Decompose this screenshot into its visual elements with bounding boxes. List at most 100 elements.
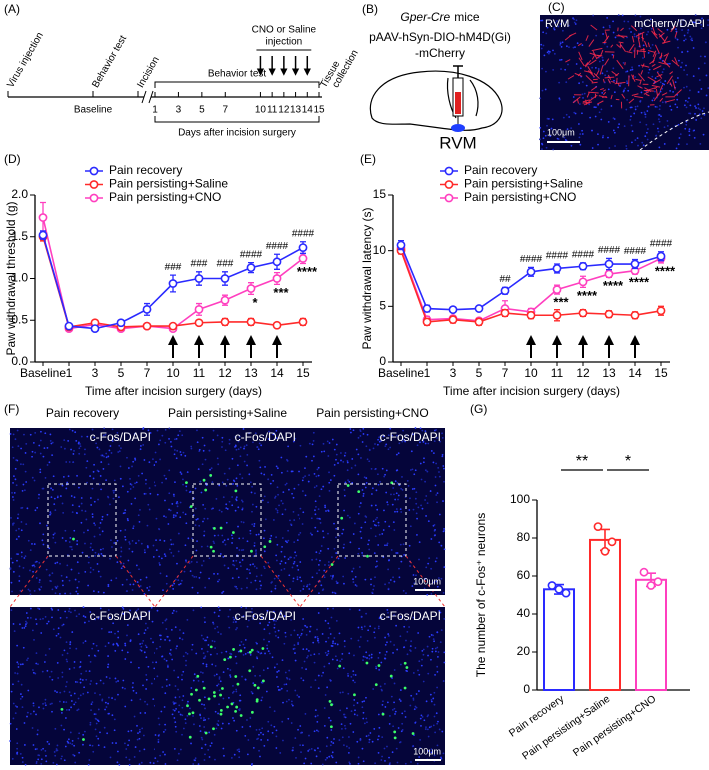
nucleus [152, 698, 155, 701]
nucleus [217, 534, 220, 537]
nucleus [94, 713, 97, 716]
nucleus [697, 67, 700, 70]
nucleus [12, 683, 14, 686]
nucleus [688, 130, 691, 133]
nucleus [156, 675, 159, 678]
nucleus [25, 443, 28, 445]
nucleus [229, 608, 231, 611]
nucleus [622, 90, 625, 93]
nucleus [69, 647, 71, 650]
nucleus [425, 495, 428, 497]
nucleus [258, 733, 260, 736]
nucleus [266, 739, 269, 741]
nucleus [92, 470, 95, 473]
nucleus [173, 582, 176, 585]
nucleus [591, 147, 594, 149]
nucleus [258, 728, 261, 731]
nucleus [434, 476, 437, 478]
nucleus [310, 762, 313, 765]
nucleus [128, 739, 131, 742]
mcherry-fiber [616, 59, 624, 70]
y-tick-label: 60 [517, 568, 531, 582]
nucleus [124, 644, 127, 647]
nucleus [546, 124, 548, 127]
nucleus [305, 455, 308, 458]
x-tick-label: 14 [270, 366, 284, 380]
nucleus [312, 455, 315, 458]
cfos-cell [389, 674, 393, 678]
nucleus [350, 710, 353, 713]
nucleus [254, 432, 257, 435]
nucleus [335, 580, 338, 583]
nucleus [658, 120, 661, 123]
nucleus [308, 474, 311, 477]
nucleus [12, 522, 15, 525]
nucleus [172, 609, 175, 612]
nucleus [377, 751, 380, 754]
nucleus [91, 701, 94, 704]
nucleus [335, 619, 338, 622]
nucleus [78, 732, 81, 735]
nucleus [390, 549, 393, 551]
nucleus [97, 591, 100, 593]
nucleus [427, 442, 430, 445]
nucleus [346, 469, 349, 472]
nucleus [107, 663, 110, 666]
nucleus [52, 761, 55, 764]
nucleus [362, 711, 365, 714]
nucleus [412, 616, 415, 619]
nucleus [425, 515, 427, 517]
nucleus [223, 754, 225, 757]
nucleus [432, 638, 435, 641]
nucleus [228, 500, 231, 503]
nucleus [46, 464, 49, 466]
nucleus [338, 739, 341, 741]
nucleus [326, 654, 328, 657]
nucleus [13, 475, 15, 477]
nucleus [686, 73, 689, 76]
nucleus [642, 57, 644, 59]
nucleus [157, 741, 160, 743]
nucleus [409, 704, 412, 707]
mcherry-fiber [643, 47, 646, 58]
data-point [64, 321, 74, 331]
micrograph [9, 427, 156, 596]
bracket [154, 81, 320, 88]
nucleus [32, 702, 35, 705]
nucleus [240, 606, 243, 609]
nucleus [17, 513, 20, 516]
nucleus [585, 84, 588, 87]
nucleus [182, 451, 185, 454]
nucleus [198, 448, 201, 451]
nucleus [539, 138, 541, 141]
nucleus [362, 655, 365, 658]
nucleus [51, 678, 54, 681]
nucleus [353, 522, 356, 525]
nucleus [307, 480, 310, 483]
nucleus [82, 606, 85, 609]
nucleus [228, 626, 231, 629]
nucleus [71, 548, 73, 551]
mcherry-fiber [632, 74, 634, 80]
nucleus [292, 511, 295, 513]
nucleus [128, 764, 131, 766]
nucleus [427, 750, 430, 752]
nucleus [313, 661, 316, 664]
nucleus [172, 555, 175, 557]
nucleus [139, 616, 142, 618]
nucleus [164, 728, 167, 731]
nucleus [63, 690, 66, 693]
nucleus [552, 69, 555, 71]
nucleus [316, 468, 319, 471]
nucleus [414, 721, 417, 724]
nucleus [374, 576, 376, 579]
nucleus [97, 470, 100, 473]
nucleus [598, 60, 601, 63]
nucleus [177, 550, 180, 553]
nucleus [107, 642, 110, 644]
nucleus [294, 437, 297, 440]
nucleus [65, 487, 68, 490]
nucleus [402, 429, 404, 432]
nucleus [42, 707, 45, 710]
nucleus [139, 643, 142, 645]
